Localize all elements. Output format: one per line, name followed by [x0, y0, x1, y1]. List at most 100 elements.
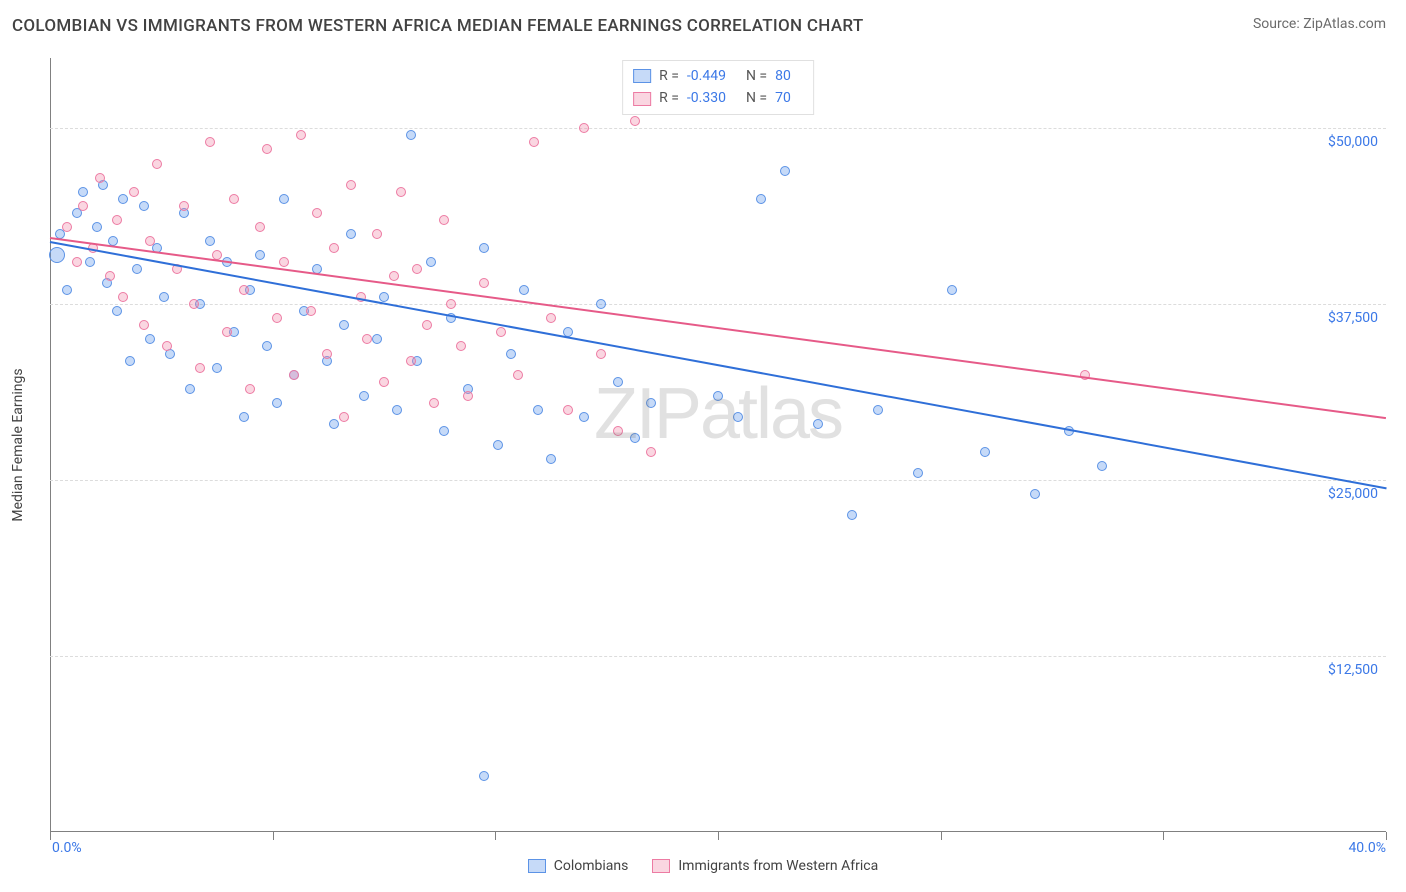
data-point — [132, 264, 142, 274]
data-point — [118, 194, 128, 204]
data-point — [279, 194, 289, 204]
data-point — [189, 299, 199, 309]
r-value-2: -0.330 — [687, 87, 726, 109]
data-point — [222, 327, 232, 337]
data-point — [980, 447, 990, 457]
chart-title: COLOMBIAN VS IMMIGRANTS FROM WESTERN AFR… — [12, 16, 863, 36]
data-point — [346, 180, 356, 190]
n-value-2: 70 — [775, 87, 791, 109]
data-point — [262, 144, 272, 154]
gridline — [50, 656, 1386, 657]
y-tick-label: $25,000 — [1328, 486, 1378, 502]
data-point — [412, 264, 422, 274]
y-axis-label: Median Female Earnings — [10, 368, 26, 521]
data-point — [306, 306, 316, 316]
data-point — [95, 173, 105, 183]
r-label: R = — [659, 87, 679, 109]
data-point — [312, 208, 322, 218]
data-point — [446, 299, 456, 309]
data-point — [362, 334, 372, 344]
data-point — [733, 412, 743, 422]
data-point — [389, 271, 399, 281]
data-point — [329, 243, 339, 253]
data-point — [529, 137, 539, 147]
swatch-bottom-1 — [528, 859, 546, 873]
data-point — [78, 201, 88, 211]
data-point — [112, 306, 122, 316]
data-point — [422, 320, 432, 330]
watermark: ZIPatlas — [594, 373, 842, 455]
data-point — [272, 398, 282, 408]
x-axis-max-label: 40.0% — [1348, 840, 1386, 856]
data-point — [479, 771, 489, 781]
x-axis-min-label: 0.0% — [52, 840, 82, 856]
data-point — [185, 384, 195, 394]
data-point — [78, 187, 88, 197]
legend-item-1: Colombians — [528, 858, 629, 874]
data-point — [179, 201, 189, 211]
data-point — [406, 130, 416, 140]
n-value-1: 80 — [775, 65, 791, 87]
data-point — [392, 405, 402, 415]
data-point — [195, 363, 205, 373]
data-point — [359, 391, 369, 401]
x-tick — [1386, 832, 1387, 840]
x-tick — [1163, 832, 1164, 840]
data-point — [62, 222, 72, 232]
data-point — [913, 468, 923, 478]
n-label: N = — [746, 87, 767, 109]
data-point — [519, 285, 529, 295]
data-point — [255, 222, 265, 232]
swatch-series-1 — [633, 69, 651, 83]
data-point — [847, 510, 857, 520]
data-point — [49, 247, 65, 263]
data-point — [112, 215, 122, 225]
data-point — [339, 320, 349, 330]
data-point — [1097, 461, 1107, 471]
data-point — [646, 398, 656, 408]
data-point — [406, 356, 416, 366]
legend-item-2: Immigrants from Western Africa — [652, 858, 878, 874]
data-point — [463, 391, 473, 401]
data-point — [105, 271, 115, 281]
data-point — [579, 412, 589, 422]
r-label: R = — [659, 65, 679, 87]
data-point — [339, 412, 349, 422]
data-point — [546, 454, 556, 464]
data-point — [239, 285, 249, 295]
data-point — [429, 398, 439, 408]
data-point — [456, 341, 466, 351]
gridline — [50, 128, 1386, 129]
data-point — [118, 292, 128, 302]
data-point — [145, 334, 155, 344]
r-value-1: -0.449 — [687, 65, 726, 87]
data-point — [396, 187, 406, 197]
data-point — [579, 123, 589, 133]
legend-label-2: Immigrants from Western Africa — [678, 858, 878, 874]
data-point — [229, 194, 239, 204]
swatch-series-2 — [633, 92, 651, 106]
y-tick-label: $50,000 — [1328, 134, 1378, 150]
data-point — [533, 405, 543, 415]
data-point — [212, 363, 222, 373]
data-point — [205, 236, 215, 246]
data-point — [479, 278, 489, 288]
gridline — [50, 304, 1386, 305]
chart-area: Median Female Earnings ZIPatlas R = -0.4… — [50, 58, 1386, 832]
series-legend: Colombians Immigrants from Western Afric… — [0, 858, 1406, 874]
data-point — [205, 137, 215, 147]
data-point — [780, 166, 790, 176]
data-point — [85, 257, 95, 267]
y-tick-label: $37,500 — [1328, 310, 1378, 326]
data-point — [322, 349, 332, 359]
x-tick — [941, 832, 942, 840]
data-point — [162, 341, 172, 351]
data-point — [145, 236, 155, 246]
data-point — [329, 419, 339, 429]
data-point — [139, 201, 149, 211]
data-point — [613, 377, 623, 387]
data-point — [372, 229, 382, 239]
data-point — [596, 299, 606, 309]
data-point — [873, 405, 883, 415]
data-point — [255, 250, 265, 260]
